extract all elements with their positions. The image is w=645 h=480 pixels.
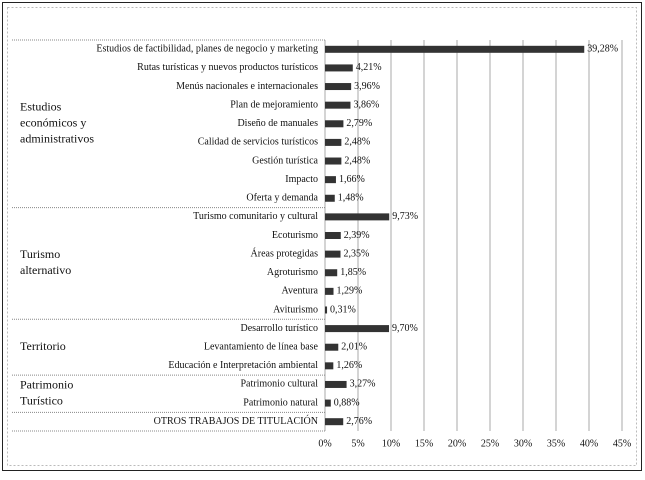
- value-label: 9,73%: [392, 211, 418, 222]
- value-label: 1,66%: [339, 174, 365, 185]
- bar: [325, 120, 344, 128]
- bar: [325, 399, 331, 407]
- category-label: Turismo comunitario y cultural: [193, 211, 318, 222]
- bar: [325, 343, 339, 351]
- category-label: Áreas protegidas: [251, 247, 319, 259]
- value-label: 39,28%: [587, 44, 618, 55]
- category-label: Impacto: [285, 174, 318, 185]
- category-label: Rutas turísticas y nuevos productos turí…: [137, 62, 318, 73]
- value-label: 1,48%: [338, 193, 364, 204]
- x-tick-label: 30%: [514, 438, 532, 449]
- category-label: Levantamiento de línea base: [204, 342, 319, 353]
- inner-frame: [7, 7, 637, 466]
- x-tick-label: 0%: [318, 438, 331, 449]
- group-label: Patrimonio: [20, 378, 73, 392]
- category-label: Educación e Interpretación ambiental: [168, 360, 318, 371]
- group-label: Territorio: [20, 339, 66, 353]
- value-label: 4,21%: [356, 62, 382, 73]
- category-label: Estudios de factibilidad, planes de nego…: [96, 44, 318, 55]
- value-label: 0,88%: [334, 397, 360, 408]
- value-label: 2,79%: [346, 118, 372, 129]
- group-label: Estudios: [20, 100, 62, 114]
- bar: [325, 362, 334, 370]
- category-label: OTROS TRABAJOS DE TITULACIÓN: [154, 415, 318, 427]
- bar: [325, 232, 341, 239]
- group-label: Turístico: [20, 394, 63, 408]
- value-label: 0,31%: [330, 304, 356, 315]
- category-label: Plan de mejoramiento: [230, 99, 318, 110]
- category-label: Diseño de manuales: [237, 118, 318, 129]
- category-label: Aventura: [282, 286, 319, 297]
- category-label: Ecoturismo: [272, 230, 318, 241]
- bar: [325, 418, 344, 426]
- bar: [325, 306, 328, 314]
- value-label: 3,86%: [353, 99, 379, 110]
- bar: [325, 194, 335, 202]
- group-label: administrativos: [20, 132, 94, 146]
- category-label: Oferta y demanda: [246, 193, 318, 204]
- value-label: 2,48%: [344, 155, 370, 166]
- bar: [325, 213, 390, 221]
- bar: [325, 157, 342, 165]
- bar: [325, 269, 338, 277]
- category-label: Patrimonio cultural: [241, 379, 319, 390]
- category-label: Agroturismo: [267, 267, 318, 278]
- bar: [325, 45, 585, 53]
- bar: [325, 64, 353, 72]
- category-label: Desarrollo turístico: [241, 323, 318, 334]
- x-tick-label: 40%: [580, 438, 598, 449]
- x-tick-label: 10%: [382, 438, 400, 449]
- value-label: 1,85%: [340, 267, 366, 278]
- bar: [325, 101, 351, 109]
- group-label: alternativo: [20, 263, 71, 277]
- value-label: 2,35%: [344, 248, 370, 259]
- group-label: económicos y: [20, 116, 86, 130]
- category-label: Aviturismo: [273, 304, 318, 315]
- value-label: 9,70%: [392, 323, 418, 334]
- x-tick-label: 35%: [547, 438, 565, 449]
- category-label: Calidad de servicios turísticos: [198, 137, 318, 148]
- x-tick-label: 25%: [481, 438, 499, 449]
- bar: [325, 176, 336, 184]
- value-label: 3,96%: [354, 81, 380, 92]
- bar: [325, 83, 352, 91]
- frame: [2, 2, 642, 471]
- value-label: 3,27%: [350, 379, 376, 390]
- value-label: 2,39%: [344, 230, 370, 241]
- bar: [325, 325, 390, 333]
- bar: [325, 380, 347, 388]
- value-label: 2,76%: [346, 416, 372, 427]
- x-tick-label: 45%: [613, 438, 631, 449]
- group-label: Turismo: [20, 247, 60, 261]
- x-tick-label: 15%: [415, 438, 433, 449]
- value-label: 2,01%: [341, 342, 367, 353]
- value-label: 2,48%: [344, 137, 370, 148]
- bar: [325, 138, 342, 146]
- bar: [325, 250, 341, 258]
- category-label: Gestión turística: [252, 155, 318, 166]
- value-label: 1,29%: [337, 286, 363, 297]
- x-tick-label: 5%: [351, 438, 364, 449]
- category-label: Patrimonio natural: [243, 397, 318, 408]
- value-label: 1,26%: [336, 360, 362, 371]
- category-label: Menús nacionales e internacionales: [176, 81, 318, 92]
- x-tick-label: 20%: [448, 438, 466, 449]
- bar: [325, 287, 334, 295]
